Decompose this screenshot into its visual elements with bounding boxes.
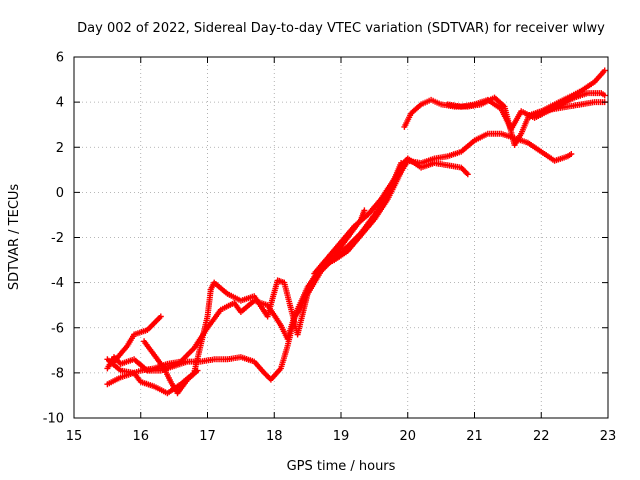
x-tick-label: 23 [600, 429, 617, 444]
x-tick-label: 15 [66, 429, 83, 444]
x-tick-label: 21 [466, 429, 483, 444]
x-tick-label: 16 [132, 429, 149, 444]
plus-markers [104, 130, 575, 388]
y-tick-label: -2 [51, 231, 64, 246]
chart-title: Day 002 of 2022, Sidereal Day-to-day VTE… [77, 21, 605, 36]
plus-markers [444, 90, 608, 133]
series-track-1 [104, 130, 575, 388]
plus-markers [401, 94, 608, 148]
axis-ticks: 15 16 17 18 19 20 21 22 23 -10 -8 -6 -4 -2 0 2 4 6 [43, 51, 617, 445]
plus-markers [111, 313, 164, 365]
y-tick-label: -8 [51, 366, 64, 381]
y-axis-title: SDTVAR / TECUs [7, 184, 22, 291]
grid-lines [74, 57, 608, 418]
x-tick-label: 22 [533, 429, 550, 444]
y-tick-label: 0 [56, 186, 64, 201]
y-tick-label: 4 [56, 96, 64, 111]
series-track-5 [104, 207, 368, 397]
y-tick-label: -4 [51, 276, 64, 291]
x-axis-title: GPS time / hours [287, 459, 396, 474]
y-tick-label: 6 [56, 51, 64, 66]
series-track-9 [524, 67, 608, 119]
plus-markers [524, 67, 608, 119]
y-tick-label: -10 [43, 412, 64, 427]
x-tick-label: 19 [333, 429, 350, 444]
series-track-6 [311, 160, 405, 277]
x-tick-label: 18 [266, 429, 283, 444]
y-tick-label: 2 [56, 141, 64, 156]
plus-markers [104, 155, 471, 383]
plus-markers [104, 207, 368, 397]
series-track-7 [401, 94, 608, 148]
series-track-2 [104, 155, 471, 383]
data-series [104, 67, 608, 397]
series-track-3 [111, 313, 164, 365]
plus-markers [311, 160, 405, 277]
x-tick-label: 17 [199, 429, 216, 444]
x-tick-label: 20 [399, 429, 416, 444]
y-tick-label: -6 [51, 321, 64, 336]
